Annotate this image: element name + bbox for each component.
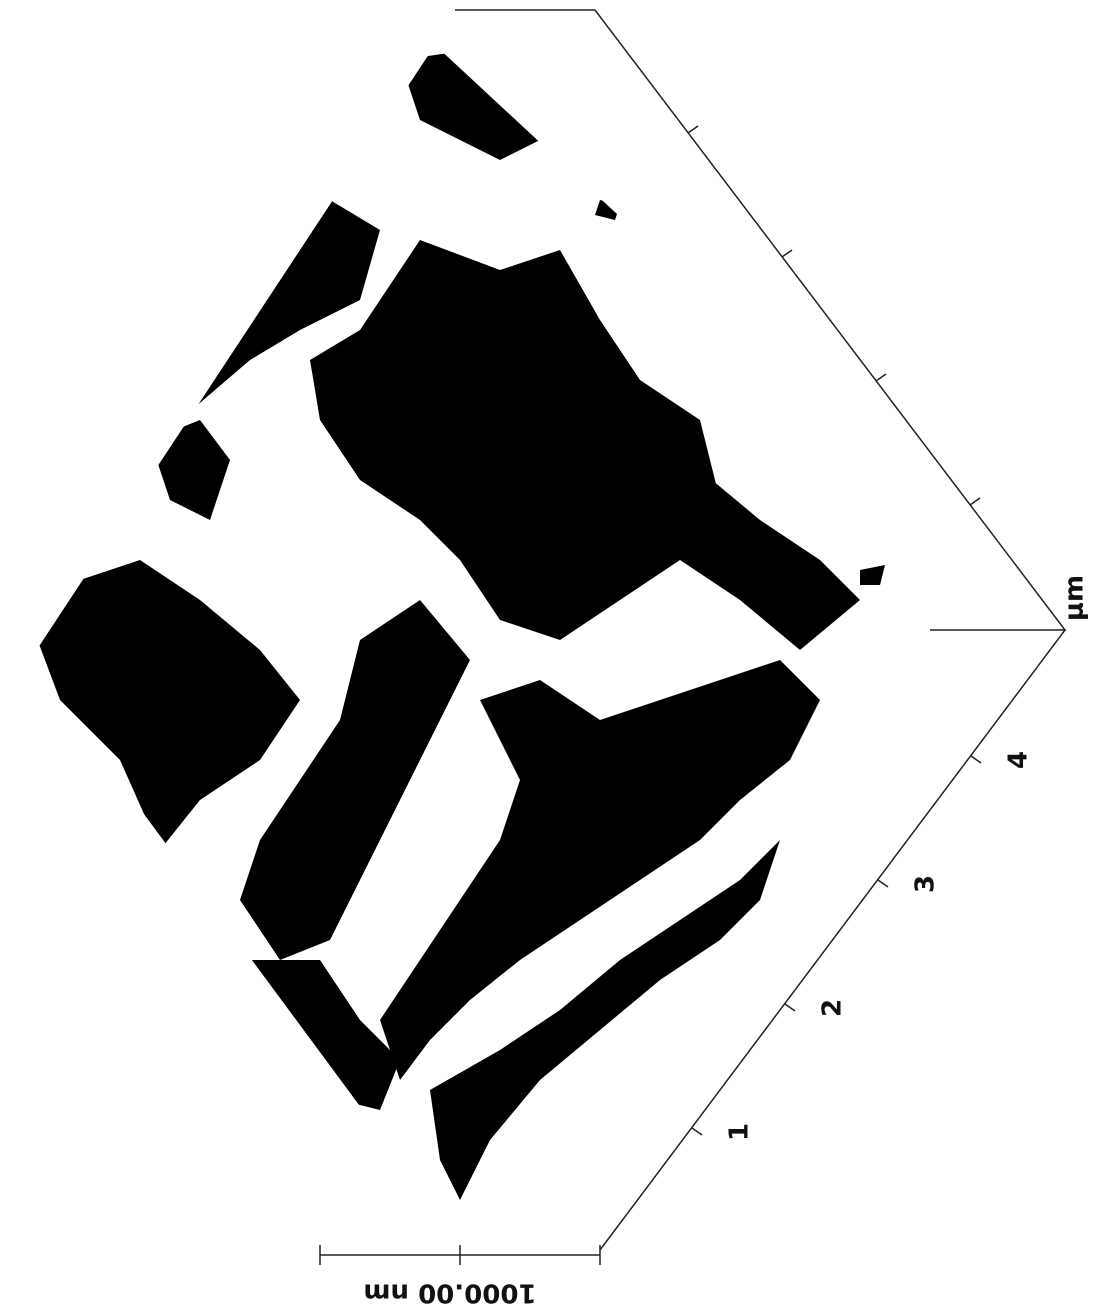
z-scale-label: 1000.00 nm [363,1278,536,1308]
x-tick-label: 1 [725,1123,755,1141]
axis-unit: μm [1060,575,1090,621]
x-tick-label: 2 [818,999,848,1017]
afm-figure: 1 2 3 4 μm 1000.00 nm [0,0,1102,1313]
x-tick-label: 4 [1004,751,1034,769]
surface-image [30,45,1065,1255]
x-tick-label: 3 [911,875,941,893]
